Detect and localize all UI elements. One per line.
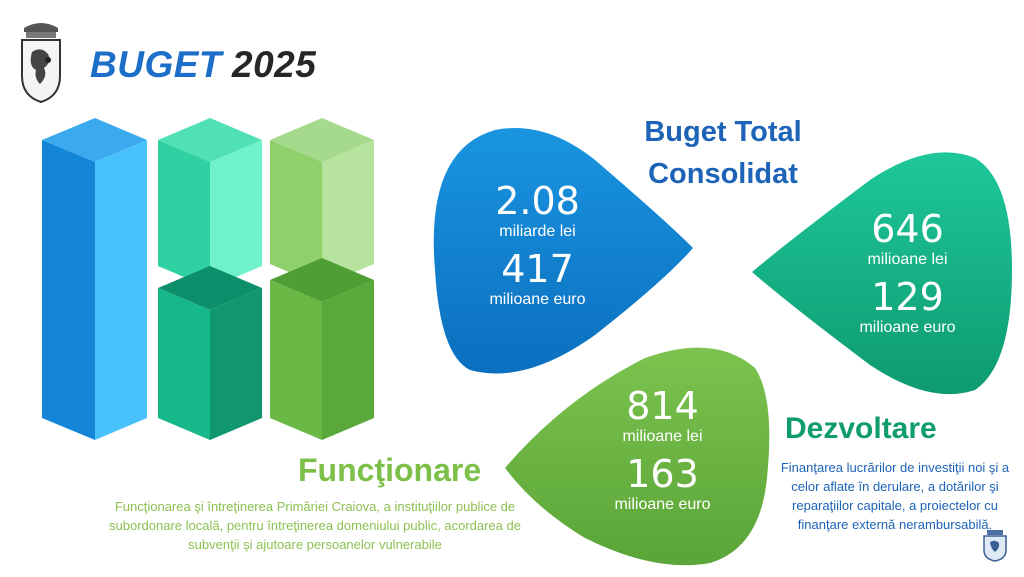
total-blob-shape [433,128,693,374]
total-amount-lei: 2.08 [495,179,580,223]
city-crest-small-icon [983,530,1007,562]
dezvoltare-unit-lei: milioane lei [867,251,948,268]
dezvoltare-blob-shape [752,152,1012,395]
dezvoltare-title: Dezvoltare [785,412,937,445]
dezvoltare-amount-eur: 129 [871,275,944,319]
dezvoltare-unit-eur: milioane euro [859,319,956,336]
functionare-title: Funcţionare [298,452,482,488]
bars-illustration [42,118,374,440]
dezvoltare-amount-lei: 646 [871,207,944,251]
brand-title: BUGET 2025 [90,44,316,86]
total-title: Buget Total Consolidat [644,116,802,190]
functionare-amount-lei: 814 [626,384,699,428]
city-crest-icon [21,23,61,104]
total-unit-eur: milioane euro [489,291,586,308]
functionare-description: Funcţionarea şi întreţinerea Primăriei C… [109,499,521,552]
functionare-amount-eur: 163 [626,452,699,496]
brand-year: 2025 [232,44,317,85]
functionare-stats: 814 milioane lei 163 milioane euro [580,385,745,521]
dezvoltare-description: Finanţarea lucrărilor de investiţii noi … [780,460,1010,532]
functionare-unit-lei: milioane lei [622,428,703,445]
green-bar [270,118,374,440]
total-stats: 2.08 miliarde lei 417 milioane euro [450,180,625,316]
functionare-blob-shape [505,347,770,566]
dezvoltare-stats: 646 milioane lei 129 milioane euro [830,208,985,344]
blue-bar [42,118,147,440]
teal-bar [158,118,262,440]
brand-word: BUGET [90,44,222,85]
total-unit-lei: miliarde lei [499,223,576,240]
total-amount-eur: 417 [501,247,574,291]
functionare-unit-eur: milioane euro [614,496,711,513]
